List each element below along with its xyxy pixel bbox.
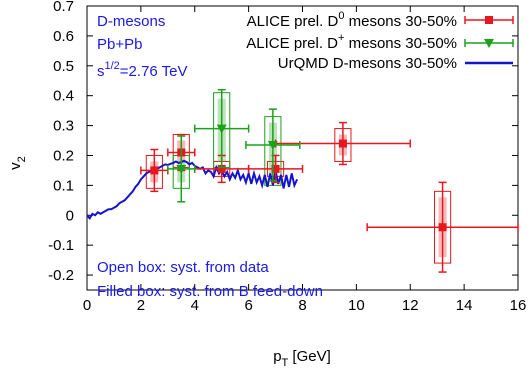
x-tick-label: 6 [244, 297, 252, 314]
y-axis-label: v2 [7, 156, 28, 170]
annotation-energy: s1/2=2.76 TeV [97, 60, 188, 80]
legend-label-dplus: ALICE prel. D+ mesons 30-50% [246, 32, 457, 52]
y-tick-label: -0.1 [48, 237, 74, 254]
d0-data-point [274, 121, 411, 166]
annotation-particle: D-mesons [97, 13, 165, 30]
annotation-filled-box: Filled box: syst. from B feed-down [97, 283, 323, 300]
dplus-data-point [245, 108, 301, 182]
x-tick-label: 10 [348, 297, 365, 314]
x-tick-label: 16 [510, 297, 527, 314]
y-tick-label: 0 [66, 207, 74, 224]
y-tick-label: 0.2 [53, 147, 74, 164]
y-tick-label: 0.4 [53, 88, 74, 105]
x-axis-label: pT [GeV] [273, 348, 331, 369]
dplus-data-point [194, 88, 250, 169]
y-tick-label: -0.2 [48, 267, 74, 284]
y-tick-label: 0.5 [53, 58, 74, 75]
dplus-data-point [167, 135, 196, 203]
annotation-system: Pb+Pb [97, 36, 142, 53]
legend-marker-d0 [464, 16, 514, 24]
x-tick-label: 8 [298, 297, 306, 314]
d0-data-point [366, 181, 519, 273]
x-tick-label: 2 [137, 297, 145, 314]
d0-data-point [247, 154, 304, 184]
x-tick-label: 14 [456, 297, 473, 314]
y-tick-label: 0.3 [53, 118, 74, 135]
d0-data-point [140, 148, 169, 193]
legend-label-urqmd: UrQMD D-mesons 30-50% [278, 55, 457, 72]
annotation-block: D-mesons Pb+Pb s1/2=2.76 TeV Open box: s… [97, 13, 323, 300]
legend-marker-dplus [464, 39, 514, 48]
annotation-open-box: Open box: syst. from data [97, 259, 269, 276]
y-tick-label: 0.6 [53, 28, 74, 45]
legend: ALICE prel. D0 mesons 30-50% ALICE prel.… [246, 10, 514, 72]
x-tick-label: 4 [191, 297, 199, 314]
urqmd-line [86, 159, 299, 220]
x-tick-label: 12 [402, 297, 419, 314]
x-tick-label: 0 [83, 297, 91, 314]
legend-label-d0: ALICE prel. D0 mesons 30-50% [247, 10, 457, 30]
y-tick-label: 0.7 [53, 0, 74, 15]
y-tick-label: 0.1 [53, 177, 74, 194]
